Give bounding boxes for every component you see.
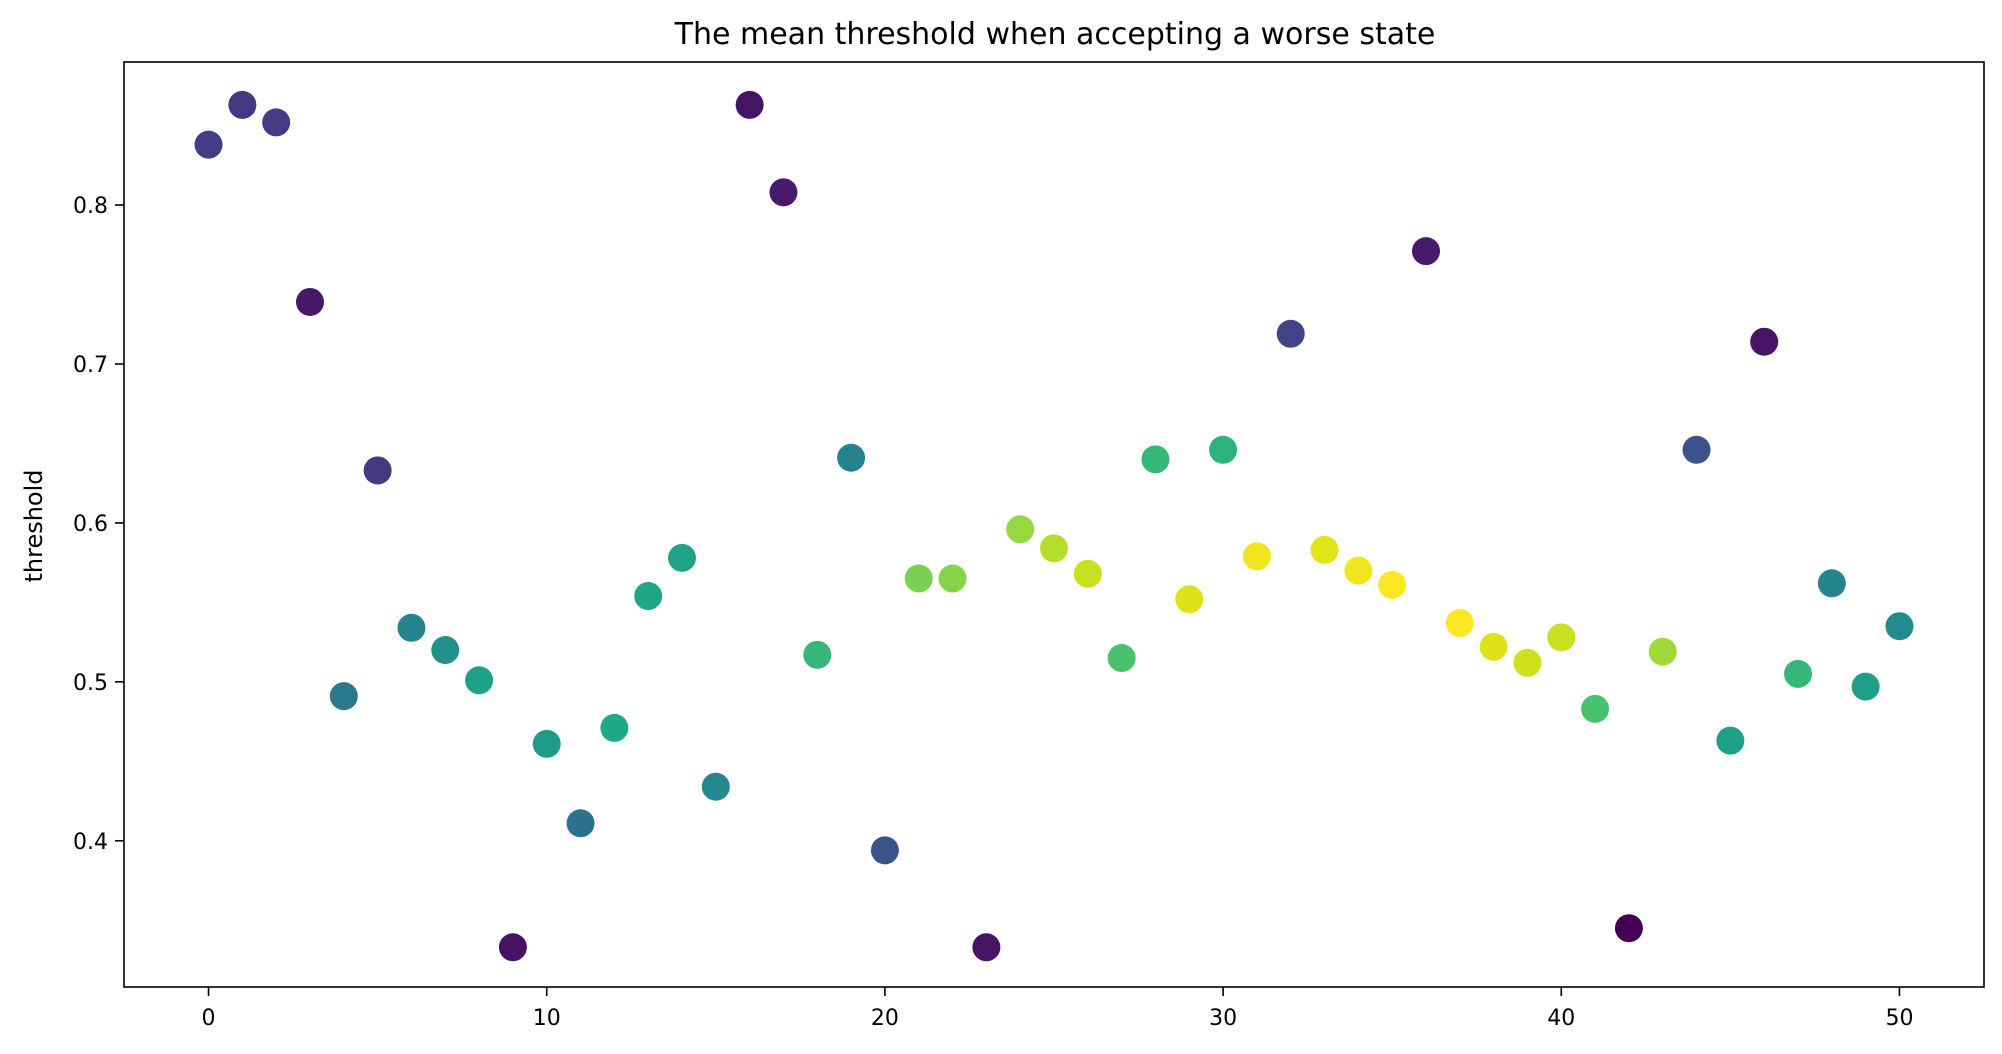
data-point — [498, 933, 527, 962]
data-point — [1141, 445, 1170, 474]
x-tick-label: 50 — [1885, 1006, 1913, 1031]
x-tick-label: 30 — [1209, 1006, 1237, 1031]
data-point — [938, 564, 967, 593]
x-tick-label: 0 — [202, 1006, 216, 1031]
data-point — [769, 178, 798, 207]
y-tick-label: 0.7 — [73, 353, 108, 378]
data-point — [194, 130, 223, 159]
data-point — [1107, 644, 1136, 673]
data-point — [1073, 559, 1102, 588]
data-point — [262, 108, 291, 137]
data-point — [600, 713, 629, 742]
data-point — [1648, 637, 1677, 666]
y-axis-label: threshold — [20, 469, 48, 582]
data-point — [397, 613, 426, 642]
data-point — [296, 287, 324, 316]
data-point — [668, 543, 696, 572]
data-point — [1209, 435, 1238, 464]
data-point — [1242, 542, 1271, 571]
data-point — [1750, 327, 1779, 356]
chart-title: The mean threshold when accepting a wors… — [674, 17, 1436, 52]
data-point — [701, 772, 730, 801]
data-point — [228, 90, 257, 119]
data-point — [1581, 694, 1610, 723]
data-point — [1784, 659, 1812, 688]
data-point — [735, 90, 764, 119]
data-point — [1817, 569, 1846, 598]
data-point — [1378, 570, 1407, 599]
y-tick-label: 0.4 — [73, 830, 108, 855]
data-point — [1040, 534, 1068, 563]
x-tick-label: 20 — [871, 1006, 899, 1031]
data-point — [1479, 632, 1508, 661]
data-point — [904, 564, 933, 593]
data-point — [1006, 515, 1035, 544]
data-point — [634, 582, 663, 611]
data-point — [1614, 914, 1643, 943]
y-axis: 0.4 0.5 0.6 0.7 0.8 — [73, 194, 124, 855]
data-point — [465, 666, 494, 695]
x-tick-label: 40 — [1547, 1006, 1575, 1031]
data-point — [803, 640, 832, 669]
data-point — [1175, 585, 1204, 614]
data-points — [194, 90, 1914, 962]
data-point — [431, 636, 460, 665]
data-point — [532, 729, 561, 758]
data-point — [1344, 556, 1373, 585]
data-point — [1851, 672, 1880, 701]
data-point — [566, 809, 595, 838]
data-point — [1412, 237, 1440, 266]
data-point — [870, 836, 899, 865]
plot-area-frame — [123, 61, 1985, 988]
data-point — [1513, 648, 1542, 677]
x-tick-label: 10 — [533, 1006, 561, 1031]
y-tick-label: 0.8 — [73, 194, 108, 219]
data-point — [1310, 535, 1339, 564]
data-point — [363, 456, 392, 485]
data-point — [1445, 609, 1474, 638]
x-axis: 0 10 20 30 40 50 — [202, 987, 1913, 1031]
data-point — [1682, 435, 1711, 464]
data-point — [972, 933, 1001, 962]
data-point — [1547, 623, 1576, 652]
data-point — [329, 682, 358, 711]
data-point — [837, 443, 866, 472]
y-tick-label: 0.6 — [73, 512, 108, 537]
y-tick-label: 0.5 — [73, 671, 108, 696]
data-point — [1276, 319, 1305, 348]
data-point — [1885, 612, 1914, 641]
data-point — [1716, 726, 1745, 755]
